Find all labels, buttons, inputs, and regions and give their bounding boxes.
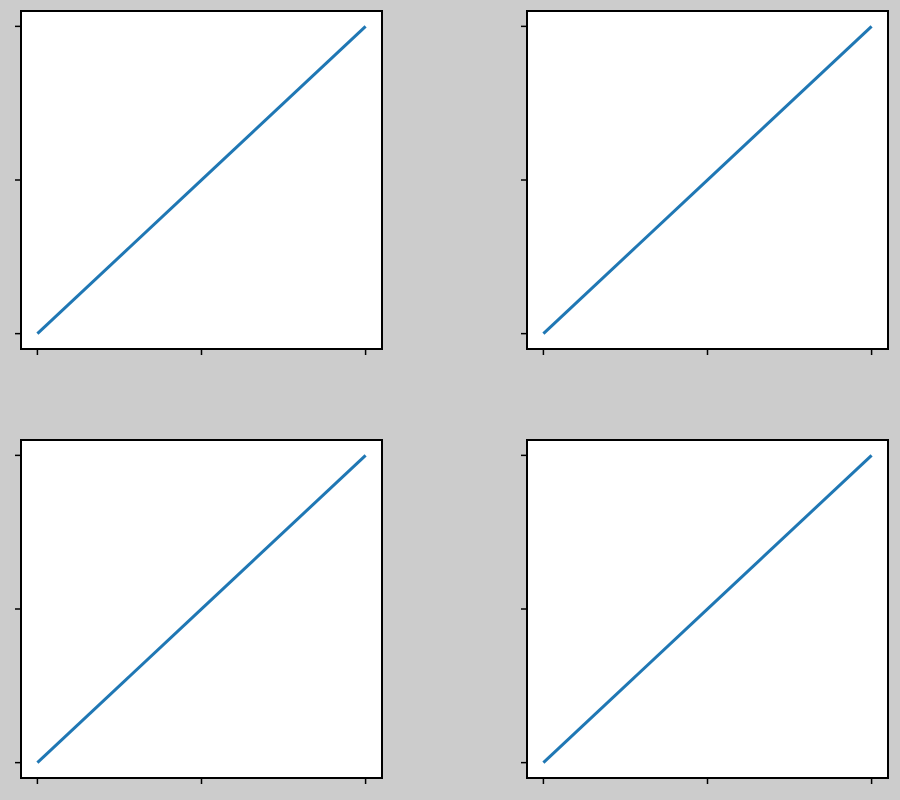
axes-frame <box>20 439 383 779</box>
axes-frame <box>526 10 889 350</box>
axes-frame <box>526 439 889 779</box>
data-line <box>36 25 367 335</box>
data-line <box>36 454 367 764</box>
axes-frame <box>20 10 383 350</box>
data-line <box>542 454 873 764</box>
data-line <box>542 25 873 335</box>
